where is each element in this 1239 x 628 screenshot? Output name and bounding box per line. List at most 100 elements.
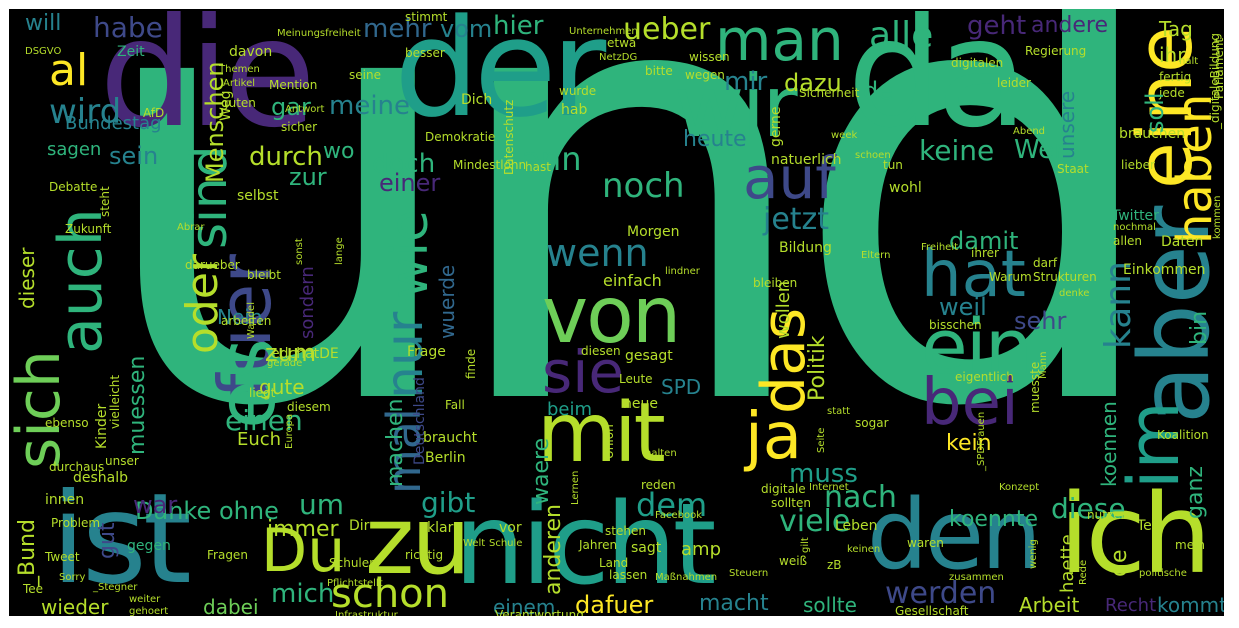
word-bisschen: bisschen	[929, 318, 982, 332]
word-steht: steht	[98, 186, 112, 217]
word-keine: keine	[919, 134, 995, 167]
word-geht: geht	[967, 11, 1027, 41]
word-Frage: Frage	[407, 344, 446, 360]
word-ein: ein	[921, 302, 1033, 391]
word-Abrar: Abrar	[177, 222, 205, 233]
word-hast: hast	[525, 160, 551, 174]
word-bleiben: bleiben	[753, 276, 798, 290]
word-Freiheit: Freiheit	[921, 242, 959, 253]
word-sagt: sagt	[631, 540, 662, 556]
word-Du: Du	[261, 516, 346, 586]
word-Steuern: Steuern	[729, 568, 769, 579]
word-leider: leider	[997, 76, 1031, 90]
word-Massnahmen: Maßnahmen	[655, 572, 718, 583]
word-durch: durch	[249, 142, 323, 172]
word-lange: lange	[334, 237, 345, 265]
word-week: week	[831, 130, 858, 141]
word-war: war	[133, 491, 178, 519]
word-einer: einer	[379, 169, 441, 197]
word-Europa: Europa	[284, 413, 295, 449]
word-Teil: Teil	[1137, 518, 1160, 534]
word-klar: klar	[427, 520, 454, 536]
word-schon: schon	[331, 571, 450, 616]
word-im: im	[1113, 401, 1195, 489]
word-sollten: sollten	[771, 496, 811, 510]
word-wird: wird	[49, 92, 122, 132]
word-davon: davon	[229, 44, 273, 60]
word-machen: machen	[383, 398, 408, 487]
word-Menschen: Menschen	[201, 61, 229, 183]
word-Abend: Abend	[1013, 126, 1046, 137]
word-um: um	[299, 488, 345, 521]
word-Zeit: Zeit	[117, 44, 145, 60]
word-meine: meine	[329, 91, 411, 121]
word-einen: einen	[225, 404, 303, 437]
word-politische: politische	[1139, 568, 1187, 579]
word-Dich: Dich	[461, 92, 493, 108]
word-Unternehmen: Unternehmen	[569, 26, 638, 37]
word-weiss: weiß	[779, 554, 808, 568]
word-alle: alle	[869, 15, 934, 56]
word-dabei: dabei	[203, 595, 259, 616]
word-Staat: Staat	[1057, 162, 1089, 176]
word-beim: beim	[547, 399, 593, 420]
word-hab: hab	[561, 102, 588, 118]
word-statt: statt	[827, 406, 851, 417]
word-Einkommen: Einkommen	[1123, 262, 1206, 278]
word-gute: gute	[259, 375, 305, 399]
word-wo: wo	[323, 139, 355, 164]
word-Daten: Daten	[1161, 234, 1204, 250]
word-damit: damit	[949, 227, 1019, 255]
word-bei: bei	[921, 366, 1019, 440]
word-Schulen: Schulen	[329, 556, 377, 570]
word-unsere: unsere	[1055, 90, 1079, 159]
word-jetzt: jetzt	[763, 202, 830, 237]
word-diesem: diesem	[287, 400, 331, 414]
word-sehr: sehr	[1014, 307, 1067, 335]
word-Internet: Internet	[809, 482, 849, 493]
word-digitale: digitale	[761, 482, 806, 496]
word-mehr: mehr	[363, 14, 432, 44]
word-Schule: Schule	[489, 538, 523, 549]
word-Konzept: Konzept	[999, 482, 1040, 493]
word-Leben: Leben	[835, 518, 878, 534]
word-eigentlich: eigentlich	[955, 370, 1014, 384]
word-Sorry: Sorry	[59, 572, 86, 583]
word-de: de	[863, 77, 893, 105]
word-sogar: sogar	[855, 416, 889, 430]
word-unser: unser	[105, 454, 139, 468]
word-ich: ich	[1059, 470, 1212, 598]
word-wissen: wissen	[689, 50, 730, 64]
word-lassen: lassen	[609, 568, 648, 582]
word-wieder: wieder	[41, 595, 109, 616]
word-deshalb: deshalb	[73, 470, 129, 486]
word-wir: wir	[674, 57, 798, 157]
word-man: man	[715, 9, 844, 74]
word-DSGVO: DSGVO	[25, 46, 62, 57]
word-kommt: kommt	[1157, 593, 1224, 616]
word-vielleicht: vielleicht	[108, 374, 122, 429]
word-amp: amp	[681, 539, 721, 560]
word-brauchen: brauchen	[1119, 126, 1186, 142]
word-will: will	[25, 11, 62, 36]
word-Welt: Welt	[463, 538, 486, 549]
word-mich: mich	[271, 579, 335, 609]
word-die: die	[99, 9, 316, 161]
word-noch: noch	[602, 166, 685, 206]
word-der: der	[394, 9, 606, 147]
word-Wer: Wer	[1014, 135, 1065, 165]
word-Antwort: Antwort	[285, 104, 325, 115]
word-arbeiten: arbeiten	[221, 314, 272, 328]
word-Rede: Rede	[1078, 559, 1089, 585]
word-seine: seine	[349, 68, 381, 82]
word-wie: wie	[380, 210, 440, 299]
word-cloud: und die der da wir ist nicht ich den zu …	[9, 9, 1224, 616]
word-Recht: Recht	[1105, 595, 1157, 616]
word-stehen: stehen	[605, 524, 646, 538]
word-innen: innen	[45, 492, 85, 508]
word-Meinungsfreiheit: Meinungsfreiheit	[277, 28, 361, 39]
word-ihrer: ihrer	[971, 246, 999, 260]
word-Sicherheit: Sicherheit	[799, 86, 860, 100]
word-edchatDE: edchatDE	[271, 346, 339, 362]
word-halten: halten	[645, 448, 677, 459]
